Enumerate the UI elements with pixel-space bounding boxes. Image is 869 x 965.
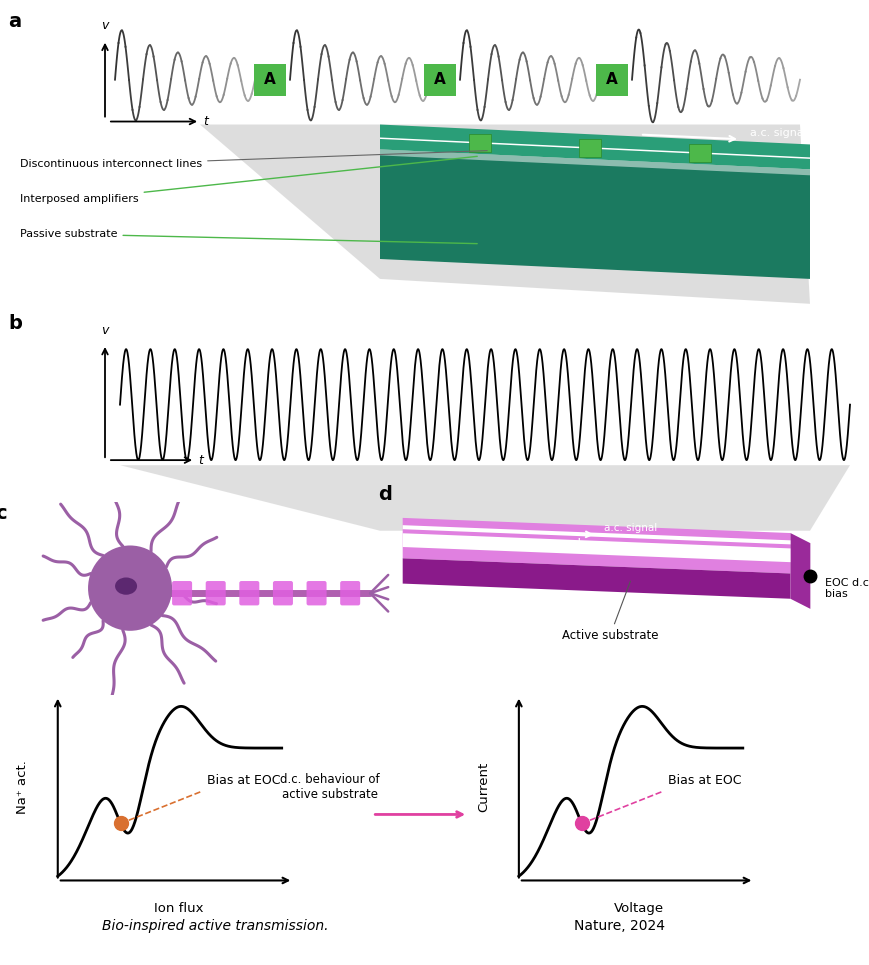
Text: d.c. behaviour of
active substrate: d.c. behaviour of active substrate	[280, 773, 380, 802]
FancyBboxPatch shape	[254, 64, 286, 96]
Text: Current: Current	[476, 762, 489, 813]
Text: Bio-inspired active transmission.: Bio-inspired active transmission.	[102, 919, 328, 932]
Polygon shape	[380, 124, 809, 169]
Text: A: A	[606, 72, 617, 87]
FancyBboxPatch shape	[423, 64, 455, 96]
Text: b: b	[8, 314, 22, 333]
Text: d: d	[377, 484, 391, 504]
Text: Bias at EOC: Bias at EOC	[207, 774, 280, 787]
Text: Bias at EOC: Bias at EOC	[667, 774, 740, 787]
Text: Voltage: Voltage	[614, 901, 664, 915]
Polygon shape	[380, 150, 809, 176]
Text: Ion flux: Ion flux	[154, 901, 202, 915]
Polygon shape	[402, 534, 790, 563]
Text: A: A	[264, 72, 275, 87]
Text: Discontinuous interconnect lines: Discontinuous interconnect lines	[20, 151, 487, 170]
Text: Ground: Ground	[534, 538, 580, 551]
Text: t: t	[198, 454, 202, 467]
Circle shape	[88, 545, 172, 631]
Text: a: a	[8, 12, 21, 31]
Text: A: A	[434, 72, 446, 87]
FancyBboxPatch shape	[306, 581, 326, 605]
FancyBboxPatch shape	[172, 581, 192, 605]
Text: Passive substrate: Passive substrate	[20, 229, 477, 243]
Polygon shape	[402, 518, 790, 573]
FancyBboxPatch shape	[239, 581, 259, 605]
Text: v: v	[101, 324, 109, 337]
Text: EOC d.c.
bias: EOC d.c. bias	[825, 578, 869, 599]
Polygon shape	[402, 525, 790, 544]
Polygon shape	[402, 559, 790, 598]
Ellipse shape	[115, 577, 137, 594]
Text: Nature, 2024: Nature, 2024	[574, 919, 665, 932]
FancyBboxPatch shape	[595, 64, 627, 96]
FancyBboxPatch shape	[468, 134, 490, 152]
Text: c: c	[0, 504, 7, 523]
Polygon shape	[200, 124, 809, 304]
FancyBboxPatch shape	[579, 139, 600, 157]
Text: Interposed amplifiers: Interposed amplifiers	[20, 156, 477, 205]
Text: Na⁺ act.: Na⁺ act.	[16, 760, 29, 814]
Polygon shape	[790, 533, 809, 609]
Polygon shape	[380, 137, 809, 159]
Text: a.c. signal: a.c. signal	[604, 523, 657, 533]
Text: v: v	[101, 19, 109, 32]
Polygon shape	[120, 465, 849, 531]
Polygon shape	[380, 150, 809, 279]
Text: Active substrate: Active substrate	[561, 581, 658, 642]
FancyBboxPatch shape	[340, 581, 360, 605]
FancyBboxPatch shape	[273, 581, 293, 605]
FancyBboxPatch shape	[205, 581, 225, 605]
Text: t: t	[202, 115, 208, 128]
Text: a.c. signal: a.c. signal	[749, 127, 806, 138]
FancyBboxPatch shape	[688, 144, 710, 162]
